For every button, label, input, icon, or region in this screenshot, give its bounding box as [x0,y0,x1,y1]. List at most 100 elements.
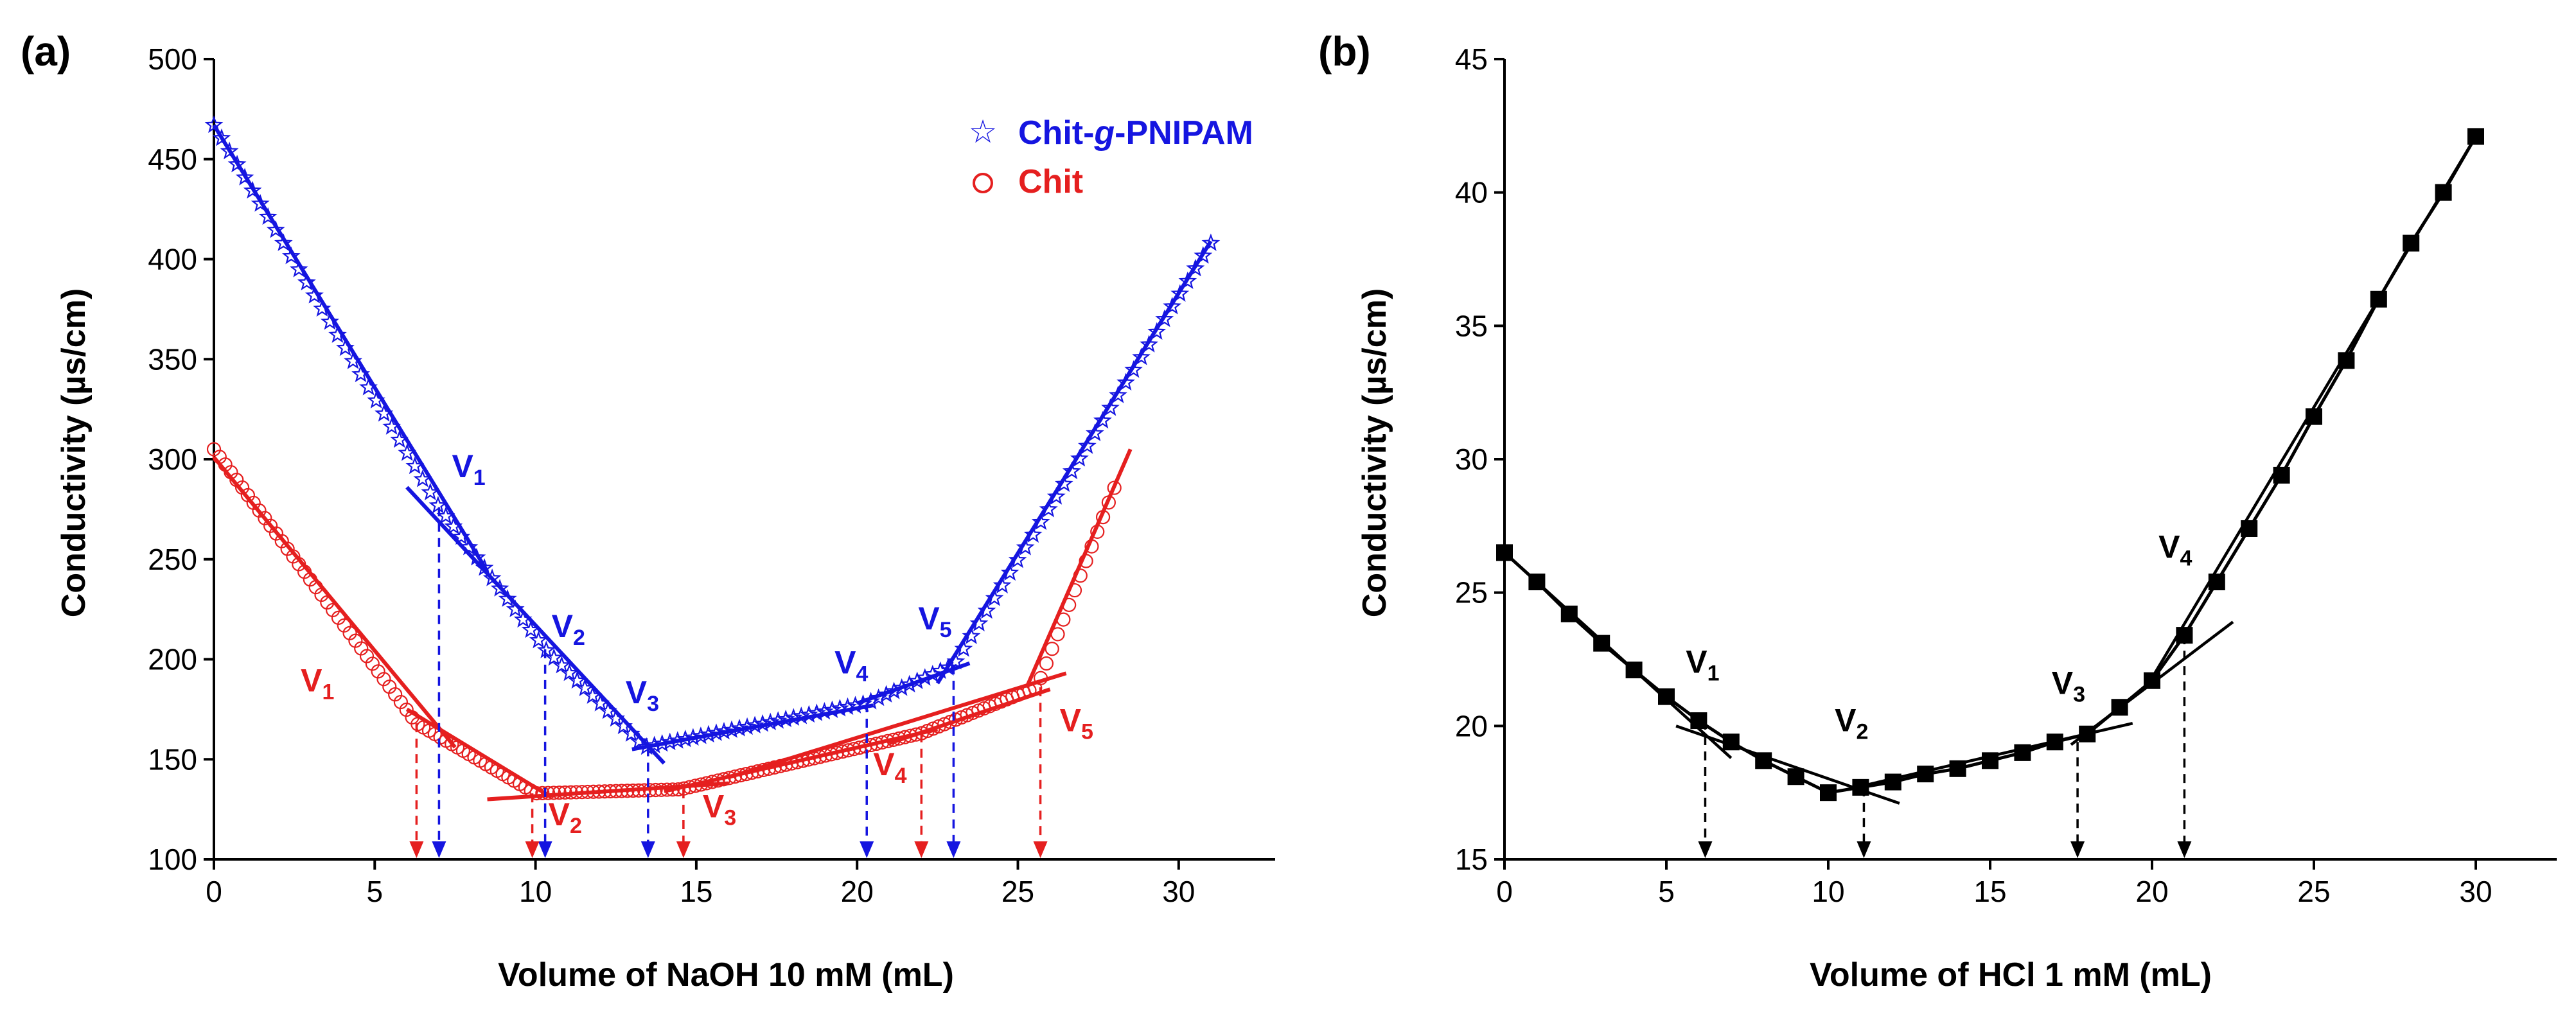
panel-b-x-tick-label: 5 [1658,875,1675,908]
panel-b-vline-label-3: V3 [2052,665,2085,706]
point-chit-g-pnipam [1054,474,1073,492]
panel-b-x-tick-label: 15 [1973,875,2006,908]
point-chit-g-pnipam [722,720,741,738]
point-chit-g-pnipam [227,155,247,173]
panel-a-label: (a) [21,28,71,75]
point-chit-g-pnipam [1000,563,1019,581]
fit-line-chit-4 [664,727,939,794]
point-chit-g-pnipam [1140,335,1159,353]
panel-b-y-tick-label: 40 [1455,176,1488,209]
point-chit-g-pnipam [1186,258,1205,277]
panel-b-y-tick-label: 20 [1455,709,1488,742]
point-chit-g-pnipam [1124,360,1143,378]
legend-chit-marker [973,173,993,193]
point-chit-g-pnipam [737,717,757,735]
panel-b-y-tick-label: 35 [1455,309,1488,342]
panel-b-x-tick-label: 0 [1496,875,1513,908]
panel-a-y-tick-label: 200 [148,643,197,676]
fit-line-chit-g-pnipam-1 [212,124,490,573]
point-chit-g-pnipam [266,220,285,238]
fit-line-hcl-5 [2151,136,2477,679]
point-chit-g-pnipam [1008,550,1027,568]
panel-b-vline-arrow-2 [1857,841,1871,858]
fit-line-hcl-2 [1675,724,1900,805]
point-chit-g-pnipam [529,630,548,649]
panel-b-vline-label-4: V4 [2158,529,2192,571]
panel-a-vline-label-3: V3 [626,674,659,716]
panel-a-vline-arrow-2 [538,841,552,858]
point-chit-g-pnipam [552,656,571,674]
point-hcl [1560,605,1578,622]
point-chit-g-pnipam [313,299,331,317]
panel-a-axes: 0 5 10 15 20 25 30 100 150 200 250 300 350 400 450 500 [148,42,1275,908]
panel-a-vline-label-7: V2 [549,796,582,838]
series-chit [206,442,1133,802]
panel-a-x-tick-label: 30 [1162,875,1195,908]
point-chit-g-pnipam [1201,233,1221,251]
panel-a-y-tick-label: 400 [148,243,197,276]
point-chit-g-pnipam [1062,461,1081,480]
panel-a-x-tick-label: 20 [841,875,874,908]
panel-a-y-tick-label: 450 [148,143,197,176]
fit-line-chit-7 [1025,448,1133,687]
point-hcl [1593,635,1610,652]
panel-a-y-axis-title: Conductivity (µs/cm) [55,288,93,617]
point-hcl [1787,768,1804,785]
point-chit-g-pnipam [274,233,293,251]
panel-a-vline-label-5: V5 [918,601,951,642]
series-line-hcl [1503,136,2478,794]
panel-b-y-axis-title: Conductivity (µs/cm) [1356,288,1393,617]
panel-b-plot-area: V1 V2 V3 V4 [1496,128,2484,858]
panel-a-vline-arrow-6 [409,841,424,858]
point-chit-g-pnipam [297,272,316,291]
panel-a-x-tick-label: 10 [519,875,552,908]
point-chit-g-pnipam [962,626,981,644]
fit-line-chit-6 [728,671,1067,780]
panel-b-vline-arrow-3 [2070,841,2085,858]
point-chit-g-pnipam [281,246,301,265]
point-chit-g-pnipam [1046,487,1066,505]
point-chit-g-pnipam [1109,385,1127,403]
panel-a-legend: ☆ Chit-g-PNIPAM Chit [969,114,1253,200]
panel-a-vline-label-1: V1 [452,448,485,490]
panel-a: (a) 0 5 10 15 20 25 30 100 150 200 250 300 350 400 450… [21,28,1275,994]
point-chit-g-pnipam [498,589,517,607]
panel-b-x-tick-label: 20 [2135,875,2168,908]
point-chit-g-pnipam [560,663,579,681]
panel-a-y-tick-label: 100 [148,843,197,876]
panel-a-vline-label-2: V2 [552,608,585,650]
panel-a-vline-arrow-5 [946,841,961,858]
panel-a-vline-arrow-1 [432,841,446,858]
point-chit-g-pnipam [1093,410,1112,429]
point-chit-g-pnipam [1078,436,1097,454]
point-hcl [1658,688,1675,705]
panel-a-vline-arrow-3 [640,841,655,858]
panel-a-vline-label-6: V1 [301,662,334,704]
point-chit-g-pnipam [1016,538,1035,556]
legend-chit-g-pnipam-label: Chit-g-PNIPAM [1018,114,1253,152]
panel-b-x-tick-label: 25 [2297,875,2330,908]
fit-line-chit-g-pnipam-2 [405,486,666,765]
panel-b-x-axis-title: Volume of HCl 1 mM (mL) [1810,956,2212,994]
point-chit-g-pnipam [220,141,239,159]
panel-a-x-tick-label: 25 [1001,875,1034,908]
point-chit-g-pnipam [1023,525,1043,543]
point-chit-g-pnipam [977,601,996,619]
panel-a-vline-label-10: V5 [1060,703,1093,744]
point-chit-g-pnipam [251,194,270,212]
panel-b-vline-arrow-4 [2177,841,2192,858]
series-hcl-titration [1496,128,2484,805]
point-chit-g-pnipam [1170,284,1190,302]
legend-chit-label: Chit [1018,163,1083,200]
panel-a-x-tick-label: 15 [680,875,712,908]
point-chit [1045,642,1059,656]
panel-a-y-tick-label: 250 [148,543,197,576]
point-chit-g-pnipam [1132,347,1151,365]
panel-b-x-tick-label: 10 [1812,875,1844,908]
panel-b-y-tick-label: 30 [1455,443,1488,476]
point-chit-g-pnipam [1086,423,1104,441]
point-chit-g-pnipam [714,721,734,740]
panel-a-y-tick-label: 500 [148,42,197,76]
point-chit-g-pnipam [289,259,308,277]
